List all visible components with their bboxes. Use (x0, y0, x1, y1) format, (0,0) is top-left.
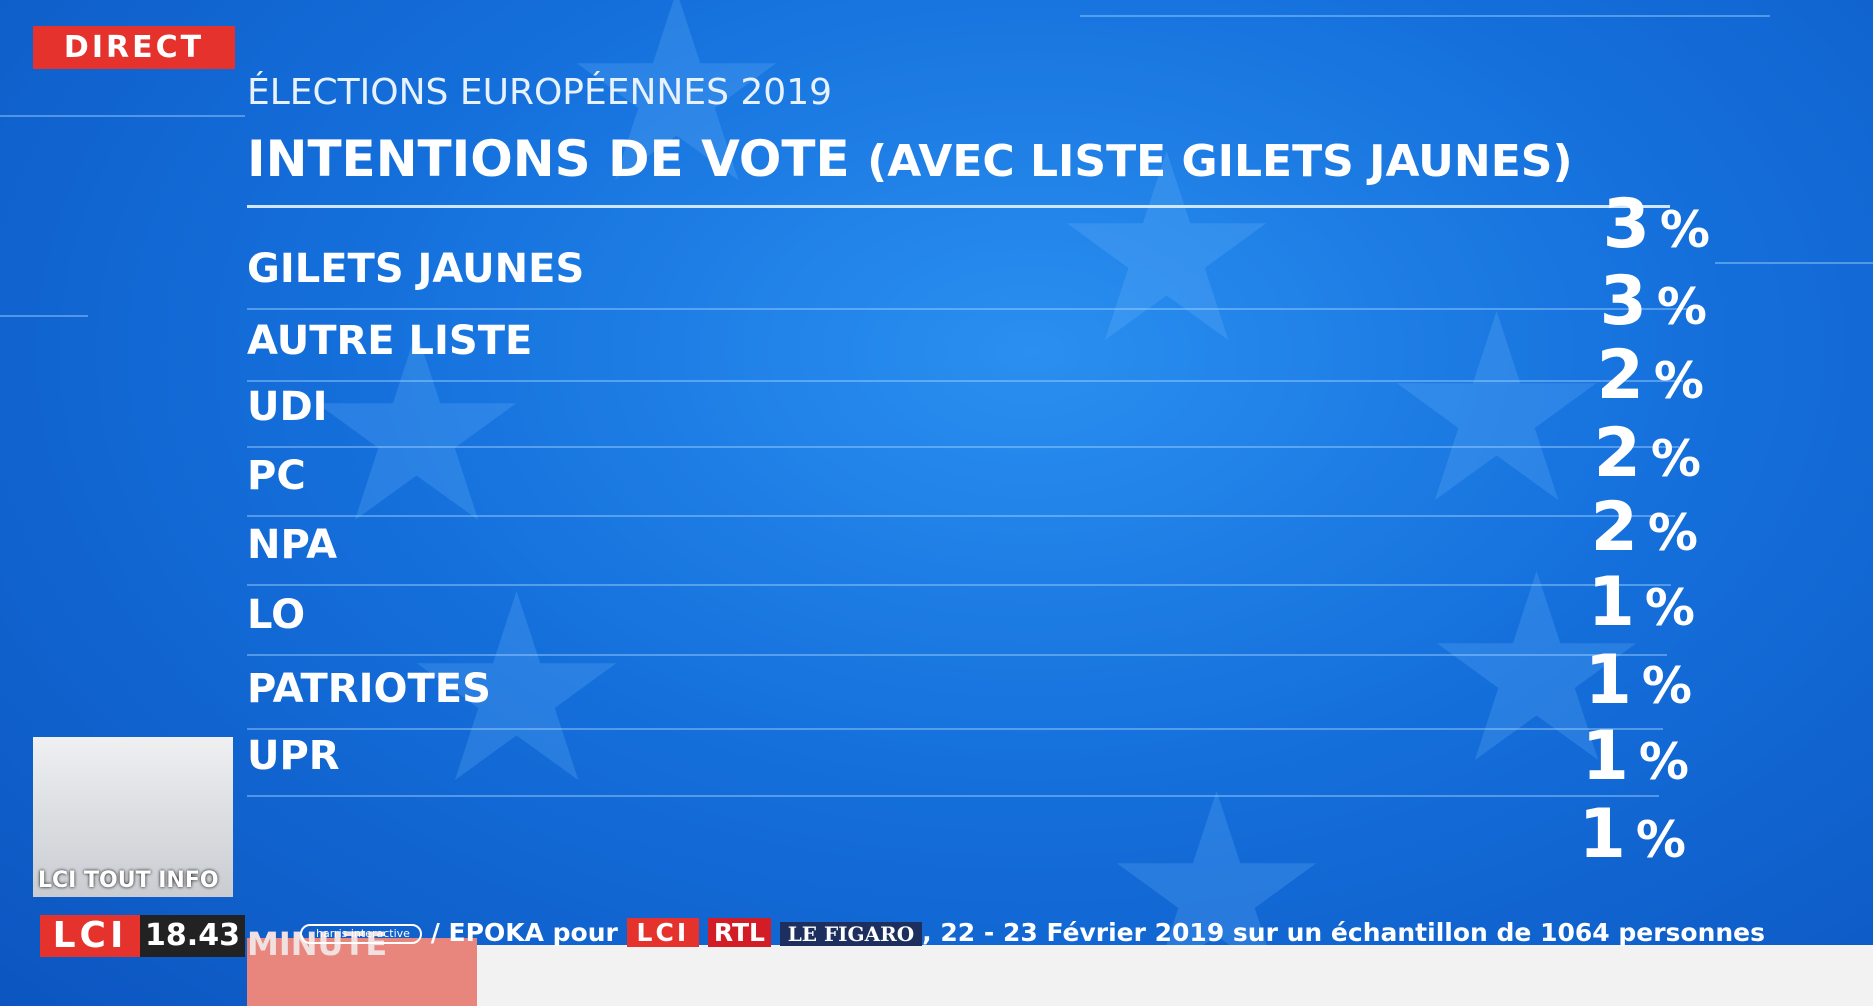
row-label: AUTRE LISTE (247, 318, 533, 364)
value-unit: % (1638, 733, 1689, 791)
row-divider (247, 308, 1687, 310)
row-label: NPA (247, 522, 338, 568)
row-label: UDI (247, 384, 328, 430)
star-decor: ★ (400, 539, 634, 841)
value-unit: % (1656, 278, 1707, 336)
clock: 18.43 (140, 915, 245, 957)
media-logo: RTL (707, 918, 771, 947)
star-decor: ★ (1420, 519, 1654, 821)
value-unit: % (1659, 201, 1710, 259)
row-value: 3% (1510, 185, 1710, 264)
row-value: 1% (1489, 717, 1689, 796)
row-value: 2% (1504, 336, 1704, 415)
value-number: 1 (1581, 717, 1629, 796)
row-value: 3% (1507, 262, 1707, 341)
partner: / EPOKA pour (430, 918, 618, 947)
value-number: 2 (1596, 336, 1644, 415)
ticker-bar (477, 945, 1873, 1006)
decor-line (0, 315, 88, 317)
row-divider (247, 446, 1679, 448)
row-label: PC (247, 453, 306, 499)
value-number: 2 (1593, 414, 1641, 493)
value-number: 1 (1578, 795, 1626, 874)
value-number: 1 (1587, 563, 1635, 642)
row-divider (247, 654, 1667, 656)
row-value: 2% (1498, 488, 1698, 567)
media-logo: LE FIGARO (779, 922, 923, 946)
decor-line (1080, 15, 1770, 17)
media-logo: LCI (626, 918, 700, 947)
presenter-thumbnail (33, 737, 233, 897)
decor-line (0, 115, 245, 117)
star-decor: ★ (300, 279, 534, 581)
source-line: harris interactive / EPOKA pour LCI RTL … (300, 918, 1765, 947)
value-number: 3 (1602, 185, 1650, 264)
channel-logo: LCI (40, 915, 140, 957)
row-divider (247, 515, 1675, 517)
value-unit: % (1650, 430, 1701, 488)
value-number: 2 (1590, 488, 1638, 567)
live-badge: DIRECT (33, 26, 235, 69)
value-unit: % (1641, 657, 1692, 715)
row-value: 1% (1495, 563, 1695, 642)
row-label: LO (247, 592, 306, 638)
value-number: 1 (1584, 641, 1632, 720)
value-unit: % (1653, 352, 1704, 410)
star-decor: ★ (1380, 259, 1614, 561)
thumbnail-caption: LCI TOUT INFO (38, 868, 219, 893)
row-divider (247, 728, 1663, 730)
subtitle: ÉLECTIONS EUROPÉENNES 2019 (247, 72, 833, 113)
star-decor: ★ (1050, 99, 1284, 401)
row-value: 1% (1486, 795, 1686, 874)
row-divider (247, 584, 1671, 586)
value-unit: % (1635, 811, 1686, 869)
title-rule (247, 205, 1670, 208)
value-unit: % (1647, 504, 1698, 562)
row-value: 2% (1501, 414, 1701, 493)
title-note: (AVEC LISTE GILETS JAUNES) (867, 136, 1573, 187)
value-number: 3 (1599, 262, 1647, 341)
title: INTENTIONS DE VOTE (AVEC LISTE GILETS JA… (247, 130, 1573, 188)
pollster-logo: harris interactive (300, 924, 422, 944)
ticker-bar (247, 938, 477, 1006)
row-label: GILETS JAUNES (247, 246, 585, 292)
star-decor: ★ (560, 0, 794, 241)
source-details: , 22 - 23 Février 2019 sur un échantillo… (922, 918, 1766, 947)
row-divider (247, 795, 1659, 797)
value-unit: % (1644, 579, 1695, 637)
row-value: 1% (1492, 641, 1692, 720)
title-main: INTENTIONS DE VOTE (247, 130, 850, 188)
row-label: PATRIOTES (247, 666, 491, 712)
row-divider (247, 380, 1683, 382)
row-label: UPR (247, 733, 340, 779)
decor-line (1715, 262, 1873, 264)
